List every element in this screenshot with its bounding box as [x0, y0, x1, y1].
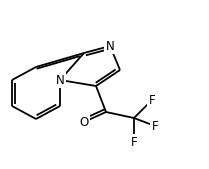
Text: F: F [149, 93, 155, 106]
Text: F: F [152, 119, 158, 132]
Text: N: N [106, 40, 114, 53]
Text: N: N [56, 74, 64, 87]
Text: O: O [79, 115, 89, 128]
Text: F: F [131, 136, 137, 149]
